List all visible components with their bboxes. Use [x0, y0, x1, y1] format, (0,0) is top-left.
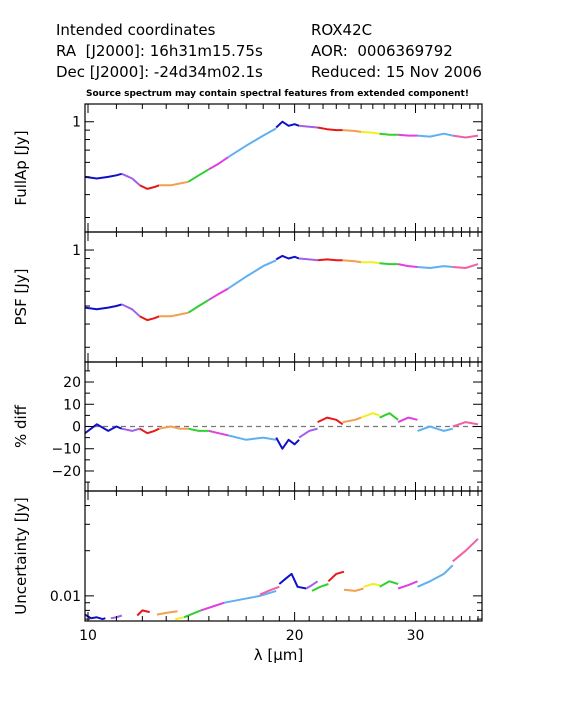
- panel-frame-uncertainty: [84, 490, 483, 622]
- header-right-line-3: Reduced: 15 Nov 2006: [311, 63, 482, 81]
- spectrum-segment-fullap-3: [159, 180, 189, 187]
- header-left-line-2: RA [J2000]: 16h31m15.75s: [56, 42, 263, 60]
- spectrum-segment-fullap-9: [317, 126, 343, 132]
- spectrum-segment-uncertainty-12: [327, 570, 345, 583]
- spectrum-segment-fullap-13: [398, 133, 418, 137]
- y-axis-label-psf: PSF [Jy]: [12, 269, 30, 326]
- spectrum-segment-psf-14: [417, 265, 453, 269]
- ytick-label: 1: [72, 243, 81, 259]
- y-axis-label-fullap: FullAp [Jy]: [12, 130, 30, 205]
- spectrum-segment-psf-13: [397, 263, 418, 268]
- spectrum-segment-psf-12: [379, 262, 399, 266]
- spectrum-segment-psf-11: [361, 261, 380, 265]
- spectrum-segment-fullap-4: [187, 168, 210, 183]
- spectrum-segment-uncertainty-13: [343, 587, 364, 592]
- spectrum-segment-psf-0: [85, 303, 123, 311]
- y-axis-label-uncertainty: Uncertainty [Jy]: [12, 497, 30, 614]
- spectrum-segment-uncertainty-8: [259, 585, 280, 596]
- spectrum-segment-uncertainty-14: [363, 583, 380, 588]
- spectrum-segment-fullap-15: [452, 134, 479, 139]
- y-axis-label-pctdiff: % diff: [12, 404, 30, 448]
- spectrum-segment-pctdiff-1: [121, 427, 141, 432]
- ytick-label: 10: [63, 397, 81, 413]
- extended-component-note: Source spectrum may contain spectral fea…: [86, 89, 469, 99]
- spectrum-segment-uncertainty-6: [200, 601, 225, 612]
- xtick-label: 10: [79, 628, 97, 644]
- ytick-label: −20: [51, 464, 81, 480]
- spectrum-segment-psf-8: [299, 257, 318, 262]
- ytick-label: 20: [63, 375, 81, 391]
- spectrum-segment-psf-2: [139, 315, 160, 322]
- ytick-label: 1: [72, 115, 81, 131]
- spectrum-segment-pctdiff-3: [159, 425, 189, 430]
- xtick-label: 20: [286, 628, 304, 644]
- header-left-line-1: Intended coordinates: [56, 21, 216, 39]
- spectrum-segment-uncertainty-17: [417, 564, 454, 588]
- spectrum-segment-psf-1: [121, 303, 141, 318]
- spectrum-segment-fullap-5: [208, 156, 229, 171]
- spectrum-segment-pctdiff-14: [417, 425, 454, 432]
- series-group-uncertainty: [85, 538, 479, 621]
- spectrum-segment-fullap-11: [361, 130, 380, 135]
- header-right-line-2: AOR: 0006369792: [311, 42, 453, 60]
- spectrum-segment-uncertainty-7: [224, 589, 277, 604]
- spectrum-segment-fullap-2: [139, 184, 160, 190]
- spectrum-segment-pctdiff-9: [317, 416, 344, 426]
- spectrum-segment-pctdiff-0: [85, 423, 123, 434]
- spectrum-segment-fullap-6: [227, 127, 277, 159]
- spectrum-segment-pctdiff-11: [360, 412, 380, 419]
- ytick-label: 0: [72, 420, 81, 436]
- spectrum-segment-pctdiff-8: [298, 427, 318, 439]
- spectrum-segment-pctdiff-5: [208, 429, 229, 437]
- spectrum-segment-pctdiff-7: [275, 437, 300, 450]
- spectrum-segment-uncertainty-3: [156, 610, 178, 616]
- spectrum-segment-fullap-0: [85, 172, 123, 180]
- spectrum-segment-psf-6: [227, 259, 277, 290]
- spectrum-segment-psf-9: [317, 258, 343, 262]
- spectrum-segment-uncertainty-10: [305, 580, 319, 590]
- spectrum-segment-pctdiff-10: [342, 416, 362, 424]
- spectrum-segment-uncertainty-9: [278, 572, 307, 590]
- spectrum-segment-psf-4: [187, 298, 210, 314]
- series-group-psf: [85, 254, 479, 322]
- spectrum-segment-fullap-12: [379, 132, 399, 136]
- ytick-label: 0.01: [50, 589, 81, 605]
- spectrum-segment-uncertainty-4: [174, 616, 185, 621]
- header-left-line-3: Dec [J2000]: -24d34m02.1s: [56, 63, 263, 81]
- spectrum-segment-fullap-8: [299, 124, 318, 129]
- spectrum-segment-fullap-10: [342, 129, 362, 133]
- header-right-line-1: ROX42C: [311, 21, 373, 39]
- spectrum-segment-pctdiff-2: [139, 427, 160, 435]
- spectrum-segment-uncertainty-2: [136, 609, 150, 617]
- panel-frame-psf: [84, 231, 483, 363]
- spectrum-segment-psf-15: [452, 263, 479, 269]
- spectrum-segment-pctdiff-6: [227, 434, 277, 441]
- spectrum-segment-uncertainty-15: [379, 580, 399, 588]
- spectrum-segment-uncertainty-16: [397, 580, 418, 590]
- spectrum-segment-psf-3: [159, 311, 189, 318]
- spectrum-segment-psf-5: [208, 287, 229, 301]
- spectrum-segment-uncertainty-0: [85, 613, 106, 621]
- xtick-label: 30: [407, 628, 425, 644]
- spectrum-segment-pctdiff-13: [397, 416, 418, 424]
- spectrum-segment-uncertainty-5: [183, 609, 202, 619]
- spectrum-segment-uncertainty-11: [311, 583, 329, 592]
- spectrum-segment-pctdiff-15: [452, 421, 479, 428]
- ytick-label: −10: [51, 442, 81, 458]
- series-group-pctdiff: [85, 412, 479, 450]
- series-group-fullap: [85, 120, 479, 190]
- spectrum-segment-pctdiff-4: [188, 427, 209, 432]
- spectrum-segment-fullap-7: [275, 120, 300, 129]
- spectrum-segment-pctdiff-12: [379, 412, 399, 421]
- spectrum-segment-fullap-1: [121, 172, 141, 187]
- x-axis-label: λ [μm]: [254, 646, 304, 664]
- spectrum-segment-psf-7: [275, 254, 300, 261]
- spectrum-segment-uncertainty-18: [452, 538, 479, 563]
- spectrum-segment-psf-10: [342, 259, 362, 264]
- spectrum-segment-fullap-14: [417, 132, 454, 138]
